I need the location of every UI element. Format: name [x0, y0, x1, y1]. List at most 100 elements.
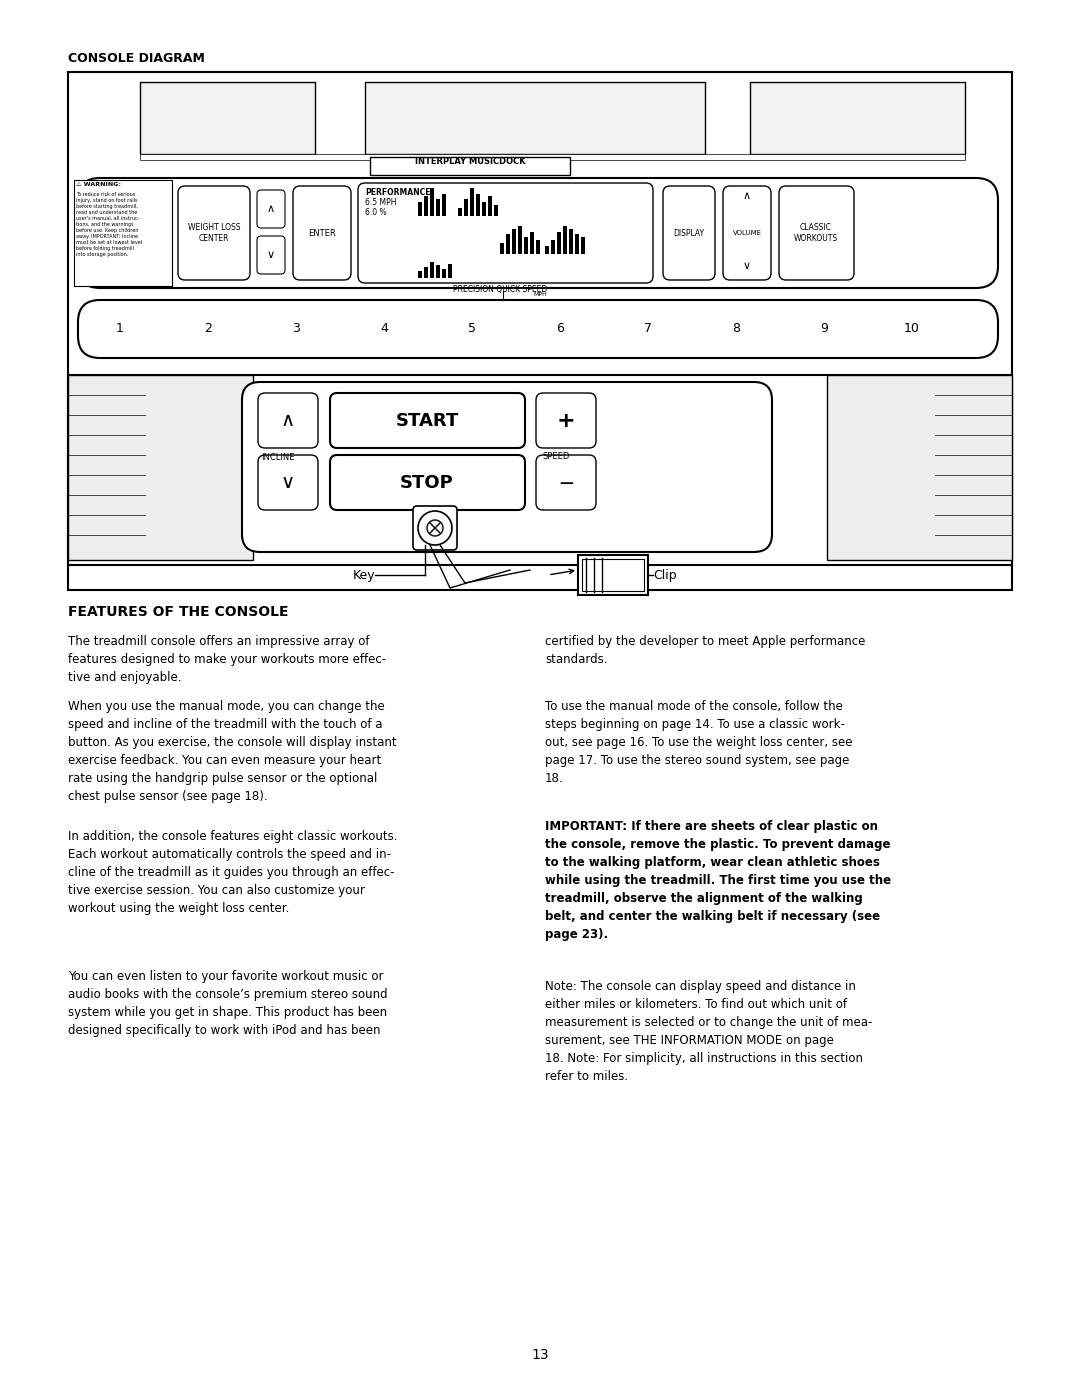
Text: +: +	[556, 411, 576, 432]
FancyBboxPatch shape	[536, 455, 596, 510]
Bar	[430, 261, 434, 278]
Bar	[575, 235, 579, 254]
FancyBboxPatch shape	[779, 186, 854, 279]
Bar	[140, 154, 966, 161]
FancyBboxPatch shape	[663, 186, 715, 279]
Text: —: —	[559, 476, 572, 490]
Text: To reduce risk of serious
injury, stand on foot rails
before starting treadmill,: To reduce risk of serious injury, stand …	[76, 191, 143, 257]
FancyBboxPatch shape	[178, 186, 249, 279]
Text: The treadmill console offers an impressive array of
features designed to make yo: The treadmill console offers an impressi…	[68, 636, 387, 685]
Text: FEATURES OF THE CONSOLE: FEATURES OF THE CONSOLE	[68, 605, 288, 619]
Bar	[524, 237, 528, 254]
FancyBboxPatch shape	[78, 300, 998, 358]
Bar	[430, 189, 434, 217]
Text: MPH: MPH	[534, 292, 546, 298]
Bar	[530, 232, 534, 254]
Bar	[536, 240, 540, 254]
Bar	[442, 194, 446, 217]
Text: SPEED: SPEED	[542, 453, 569, 461]
Circle shape	[427, 520, 443, 536]
Text: Note: The console can display speed and distance in
either miles or kilometers. : Note: The console can display speed and …	[545, 981, 873, 1083]
Bar	[500, 243, 504, 254]
Bar	[578, 555, 648, 595]
Bar	[512, 229, 516, 254]
Bar	[581, 237, 585, 254]
FancyBboxPatch shape	[293, 186, 351, 279]
Text: certified by the developer to meet Apple performance
standards.: certified by the developer to meet Apple…	[545, 636, 865, 666]
Bar	[551, 240, 555, 254]
Text: 4: 4	[380, 323, 388, 335]
Bar	[68, 374, 253, 560]
Text: ∨: ∨	[743, 261, 751, 271]
FancyBboxPatch shape	[536, 393, 596, 448]
Bar	[68, 73, 1012, 590]
Text: PERFORMANCE: PERFORMANCE	[365, 189, 431, 197]
FancyBboxPatch shape	[330, 393, 525, 448]
Bar	[464, 200, 468, 217]
FancyBboxPatch shape	[257, 190, 285, 228]
Text: CONSOLE DIAGRAM: CONSOLE DIAGRAM	[68, 52, 205, 66]
Bar	[140, 82, 315, 154]
FancyBboxPatch shape	[257, 236, 285, 274]
Text: 6.5 MPH: 6.5 MPH	[365, 198, 396, 207]
Bar	[436, 265, 440, 278]
Bar	[448, 264, 453, 278]
Bar	[488, 197, 492, 217]
Text: CLASSIC
WORKOUTS: CLASSIC WORKOUTS	[794, 222, 838, 243]
Text: ∧: ∧	[281, 412, 295, 430]
Text: IMPORTANT: If there are sheets of clear plastic on
the console, remove the plast: IMPORTANT: If there are sheets of clear …	[545, 820, 891, 942]
FancyBboxPatch shape	[413, 506, 457, 550]
Text: INCLINE: INCLINE	[261, 453, 295, 462]
Bar	[75, 180, 172, 286]
Text: 1: 1	[116, 323, 124, 335]
Bar	[827, 374, 1012, 560]
Text: To use the manual mode of the console, follow the
steps beginning on page 14. To: To use the manual mode of the console, f…	[545, 700, 852, 785]
Bar	[68, 374, 1012, 564]
Text: 2: 2	[204, 323, 212, 335]
Text: 10: 10	[904, 323, 920, 335]
Bar	[557, 232, 561, 254]
FancyBboxPatch shape	[330, 455, 525, 510]
Text: When you use the manual mode, you can change the
speed and incline of the treadm: When you use the manual mode, you can ch…	[68, 700, 396, 803]
Bar	[482, 203, 486, 217]
FancyBboxPatch shape	[723, 186, 771, 279]
Text: VOLUME: VOLUME	[732, 231, 761, 236]
Bar	[370, 156, 570, 175]
Bar	[563, 226, 567, 254]
Text: In addition, the console features eight classic workouts.
Each workout automatic: In addition, the console features eight …	[68, 830, 397, 915]
Bar	[507, 235, 510, 254]
Text: ENTER: ENTER	[308, 229, 336, 237]
FancyBboxPatch shape	[258, 393, 318, 448]
Text: 6: 6	[556, 323, 564, 335]
Bar	[424, 197, 428, 217]
Bar	[436, 200, 440, 217]
Text: ∨: ∨	[281, 474, 295, 493]
Text: ⚠ WARNING:: ⚠ WARNING:	[76, 182, 121, 187]
Text: You can even listen to your favorite workout music or
audio books with the conso: You can even listen to your favorite wor…	[68, 970, 388, 1037]
Bar	[458, 208, 462, 217]
Bar	[424, 267, 428, 278]
Text: 3: 3	[292, 323, 300, 335]
Text: 5: 5	[468, 323, 476, 335]
Bar	[470, 189, 474, 217]
FancyBboxPatch shape	[78, 177, 998, 288]
Bar	[476, 194, 480, 217]
Bar	[518, 226, 522, 254]
Text: 9: 9	[820, 323, 828, 335]
Bar	[442, 270, 446, 278]
Text: INTERPLAY MUSICDOCK: INTERPLAY MUSICDOCK	[415, 156, 525, 166]
Text: ∧: ∧	[267, 204, 275, 214]
Text: ∧: ∧	[743, 191, 751, 201]
Text: WEIGHT LOSS
CENTER: WEIGHT LOSS CENTER	[188, 222, 240, 243]
Bar	[582, 559, 644, 591]
Bar	[418, 271, 422, 278]
FancyBboxPatch shape	[258, 455, 318, 510]
FancyBboxPatch shape	[357, 183, 653, 284]
Text: DISPLAY: DISPLAY	[674, 229, 704, 237]
Text: Key: Key	[352, 569, 375, 581]
Text: PRECISION QUICK SPEED: PRECISION QUICK SPEED	[453, 285, 548, 293]
Text: START: START	[395, 412, 459, 430]
Bar	[545, 246, 549, 254]
Bar	[494, 205, 498, 217]
Text: STOP: STOP	[400, 474, 454, 492]
